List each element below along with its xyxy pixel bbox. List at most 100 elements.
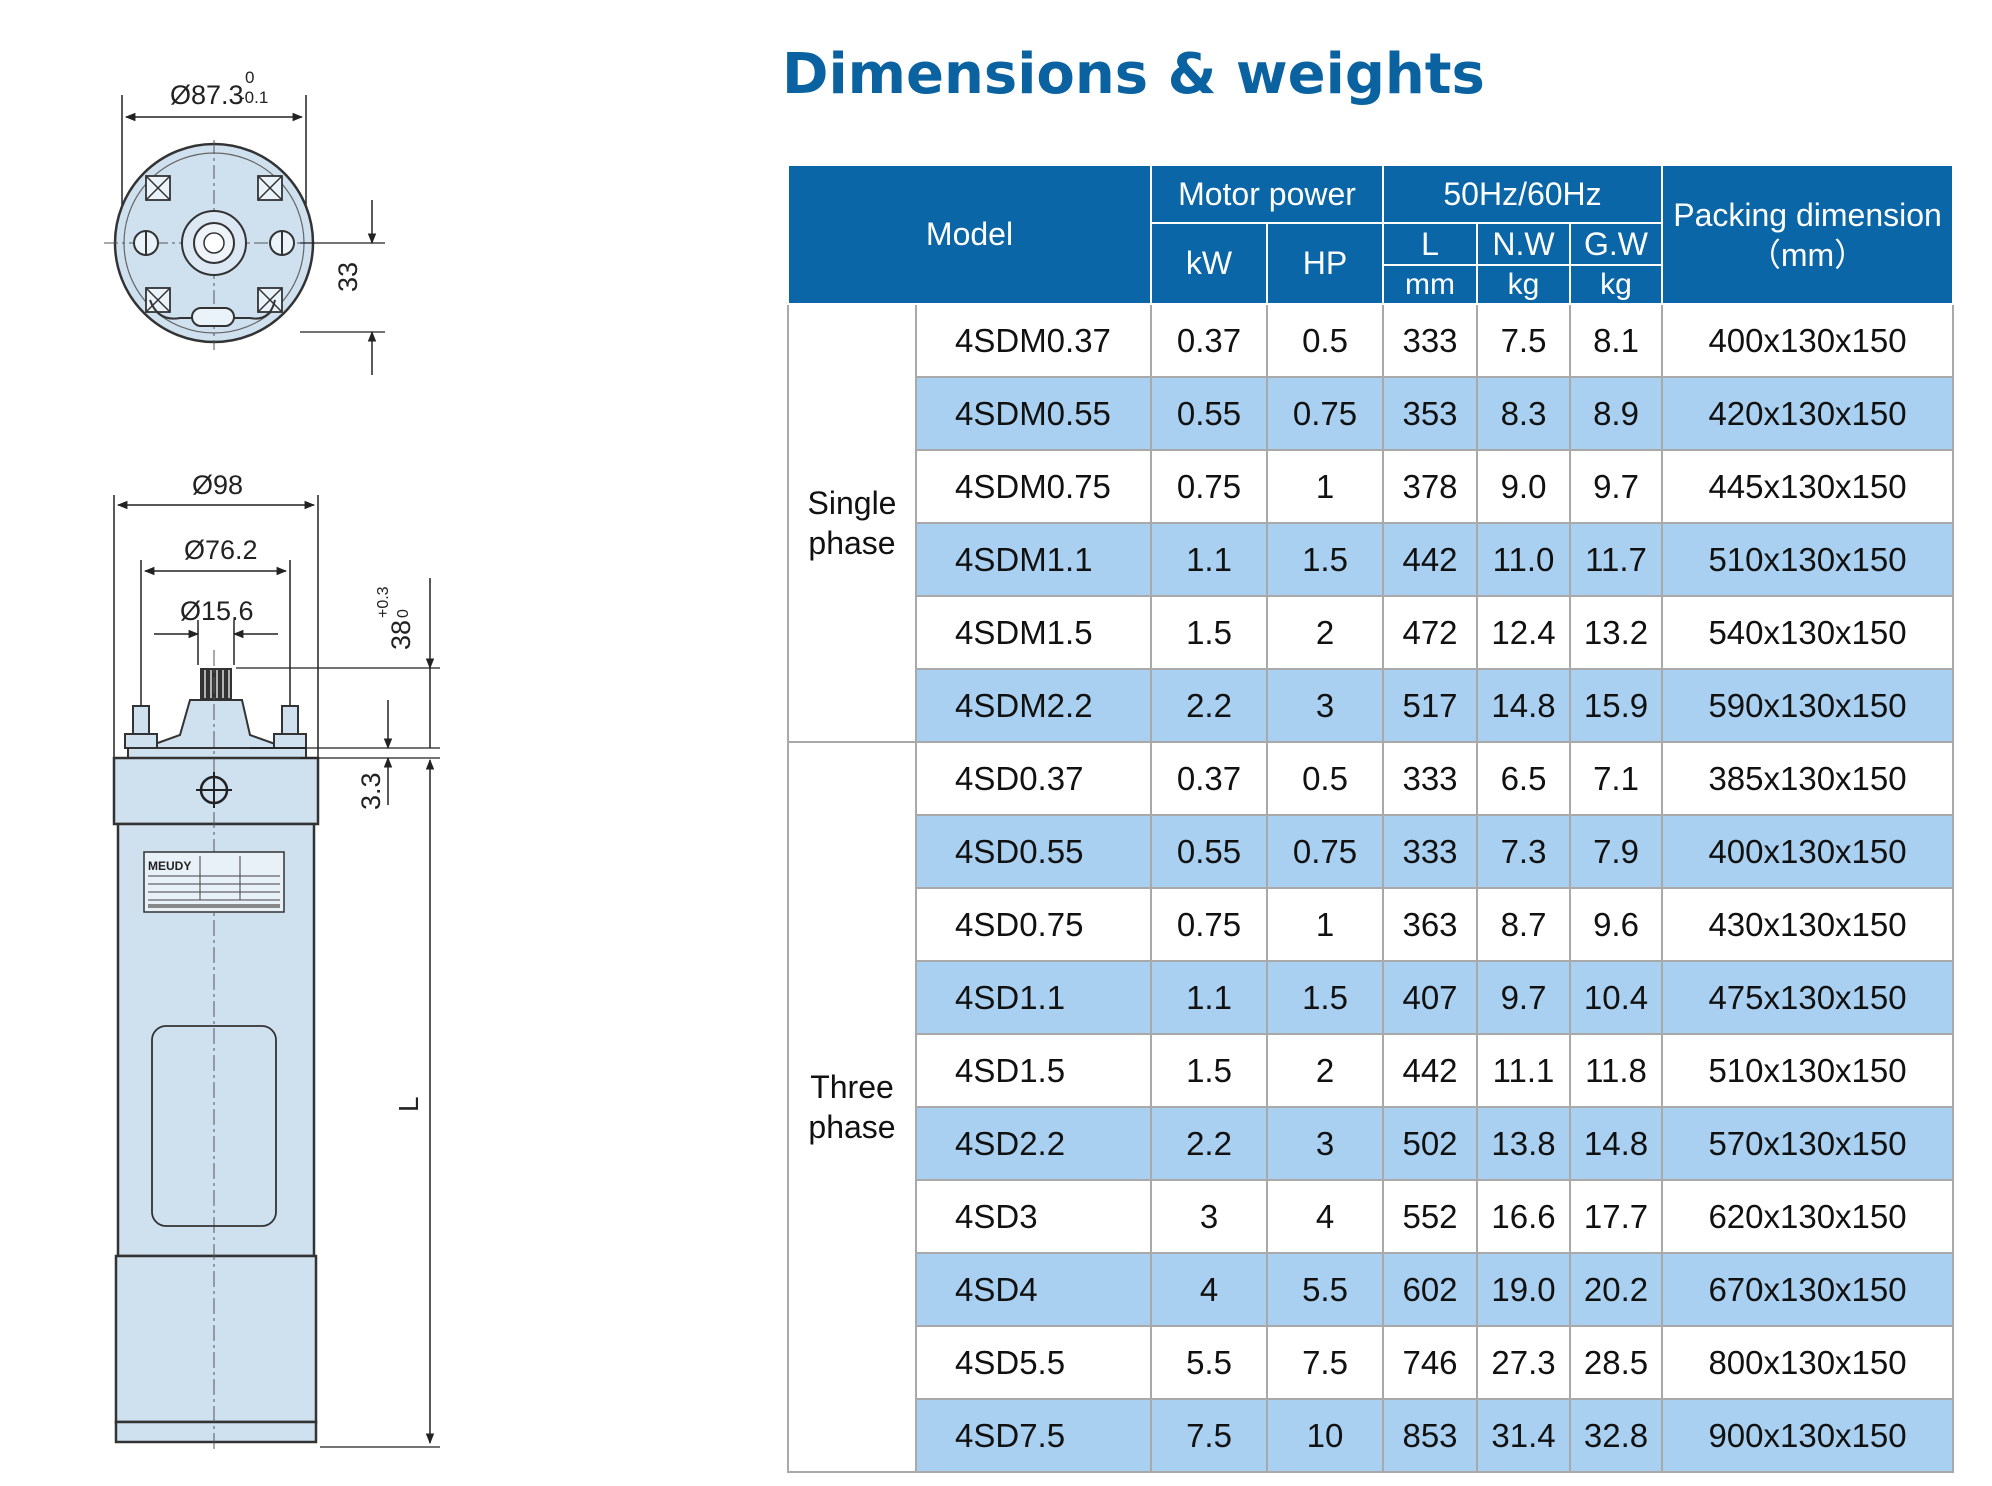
- cell-hp: 2: [1266, 1033, 1384, 1108]
- cell-l: 442: [1382, 522, 1478, 597]
- cell-model: 4SD5.5: [915, 1325, 1152, 1400]
- cell-l: 472: [1382, 595, 1478, 670]
- cell-model: 4SD1.1: [915, 960, 1152, 1035]
- cell-hp: 2: [1266, 595, 1384, 670]
- header-unit-mm: mm: [1382, 264, 1478, 305]
- cell-nw: 13.8: [1476, 1106, 1571, 1181]
- cell-model: 4SDM0.37: [915, 303, 1152, 378]
- cell-gw: 20.2: [1568, 1252, 1664, 1327]
- cell-gw: 11.8: [1568, 1033, 1664, 1108]
- cell-packing: 420x130x150: [1661, 376, 1955, 451]
- cell-kw: 0.55: [1150, 814, 1268, 889]
- cell-model: 4SD2.2: [915, 1106, 1152, 1181]
- cell-nw: 11.1: [1476, 1033, 1571, 1108]
- table-row: 4SDM0.75 0.75 1 378 9.0 9.7 445x130x150: [788, 449, 1955, 524]
- cell-kw: 0.75: [1150, 887, 1268, 962]
- group-label-line2: phase: [808, 1109, 896, 1145]
- motor-drawing: Ø87.3 0 -0.1 33: [104, 68, 440, 1452]
- cell-kw: 5.5: [1150, 1325, 1268, 1400]
- cell-gw: 17.7: [1568, 1179, 1664, 1254]
- cell-packing: 800x130x150: [1661, 1325, 1955, 1400]
- header-hp: HP: [1266, 222, 1384, 305]
- cell-kw: 1.5: [1150, 595, 1268, 670]
- cell-gw: 15.9: [1568, 668, 1664, 743]
- cell-packing: 510x130x150: [1661, 522, 1955, 597]
- table-row: 4SDM1.1 1.1 1.5 442 11.0 11.7 510x130x150: [788, 522, 1955, 597]
- cell-l: 853: [1382, 1398, 1478, 1473]
- top-view: Ø87.3 0 -0.1 33: [104, 68, 385, 375]
- header-motor-power: Motor power: [1150, 164, 1384, 224]
- cell-hp: 1.5: [1266, 960, 1384, 1035]
- cell-packing: 475x130x150: [1661, 960, 1955, 1035]
- cell-l: 333: [1382, 741, 1478, 816]
- cell-kw: 0.75: [1150, 449, 1268, 524]
- cell-hp: 3: [1266, 668, 1384, 743]
- shaft-tolerance-lower: 0: [395, 609, 412, 618]
- cell-kw: 1.5: [1150, 1033, 1268, 1108]
- header-kw: kW: [1150, 222, 1268, 305]
- cell-packing: 590x130x150: [1661, 668, 1955, 743]
- cell-hp: 4: [1266, 1179, 1384, 1254]
- cell-model: 4SD0.75: [915, 887, 1152, 962]
- cell-model: 4SD3: [915, 1179, 1152, 1254]
- top-tolerance-lower: -0.1: [239, 88, 268, 107]
- cell-packing: 900x130x150: [1661, 1398, 1955, 1473]
- cell-hp: 7.5: [1266, 1325, 1384, 1400]
- page-title: Dimensions & weights: [782, 42, 1485, 107]
- header-nw: N.W: [1476, 222, 1571, 266]
- nameplate-brand: MEUDY: [148, 859, 191, 873]
- cell-l: 602: [1382, 1252, 1478, 1327]
- cell-kw: 3: [1150, 1179, 1268, 1254]
- cell-nw: 14.8: [1476, 668, 1571, 743]
- shaft-diameter-label: Ø15.6: [180, 596, 254, 626]
- gap-label: 3.3: [356, 772, 386, 810]
- cell-kw: 2.2: [1150, 1106, 1268, 1181]
- cell-hp: 1: [1266, 449, 1384, 524]
- cell-kw: 4: [1150, 1252, 1268, 1327]
- cell-l: 353: [1382, 376, 1478, 451]
- cell-nw: 9.0: [1476, 449, 1571, 524]
- cell-model: 4SD0.37: [915, 741, 1152, 816]
- single-phase-group: Single phase: [787, 303, 917, 743]
- offset-label: 33: [333, 262, 363, 292]
- cell-l: 407: [1382, 960, 1478, 1035]
- group-label-line2: phase: [808, 525, 896, 561]
- cell-kw: 1.1: [1150, 960, 1268, 1035]
- table-row: 4SDM2.2 2.2 3 517 14.8 15.9 590x130x150: [788, 668, 1955, 743]
- cell-packing: 670x130x150: [1661, 1252, 1955, 1327]
- cell-kw: 0.37: [1150, 741, 1268, 816]
- cell-gw: 7.9: [1568, 814, 1664, 889]
- cell-l: 517: [1382, 668, 1478, 743]
- cell-packing: 510x130x150: [1661, 1033, 1955, 1108]
- cell-hp: 0.75: [1266, 376, 1384, 451]
- header-packing-line1: Packing dimension: [1673, 196, 1942, 233]
- cell-nw: 11.0: [1476, 522, 1571, 597]
- header-unit-kg-gw: kg: [1568, 264, 1664, 305]
- shaft-tolerance-upper: +0.3: [375, 586, 392, 618]
- table-row: 4SD0.55 0.55 0.75 333 7.3 7.9 400x130x150: [788, 814, 1955, 889]
- cell-hp: 1: [1266, 887, 1384, 962]
- cell-model: 4SDM1.1: [915, 522, 1152, 597]
- length-label: L: [393, 1096, 424, 1112]
- cell-model: 4SDM1.5: [915, 595, 1152, 670]
- cell-model: 4SD4: [915, 1252, 1152, 1327]
- cell-packing: 445x130x150: [1661, 449, 1955, 524]
- body-diameter-label: Ø98: [192, 470, 243, 500]
- cell-kw: 7.5: [1150, 1398, 1268, 1473]
- top-tolerance-upper: 0: [245, 68, 254, 87]
- cell-gw: 8.1: [1568, 303, 1664, 378]
- cell-l: 363: [1382, 887, 1478, 962]
- cell-model: 4SDM2.2: [915, 668, 1152, 743]
- cell-kw: 2.2: [1150, 668, 1268, 743]
- cell-nw: 7.3: [1476, 814, 1571, 889]
- cell-packing: 400x130x150: [1661, 814, 1955, 889]
- nameplate: MEUDY: [143, 851, 285, 913]
- top-diameter-label: Ø87.3: [170, 80, 244, 110]
- table-row: 4SD4 4 5.5 602 19.0 20.2 670x130x150: [788, 1252, 1955, 1327]
- cell-hp: 0.5: [1266, 303, 1384, 378]
- header-gw: G.W: [1568, 222, 1664, 266]
- cell-nw: 8.3: [1476, 376, 1571, 451]
- header-unit-kg-nw: kg: [1476, 264, 1571, 305]
- cell-model: 4SD0.55: [915, 814, 1152, 889]
- cell-gw: 28.5: [1568, 1325, 1664, 1400]
